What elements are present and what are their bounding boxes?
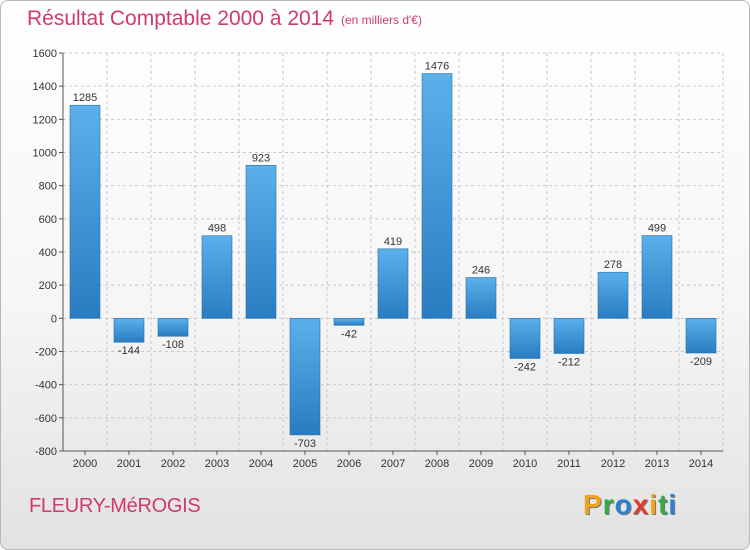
y-tick-label: 0	[51, 313, 57, 325]
commune-name: FLEURY-MéROGIS	[29, 495, 201, 517]
x-tick-label: 2008	[425, 458, 449, 470]
x-tick-label: 2004	[249, 458, 273, 470]
chart-unit-label: (en milliers d'€)	[341, 13, 422, 27]
x-tick-label: 2002	[161, 458, 185, 470]
x-tick-label: 2006	[337, 458, 361, 470]
logo-letter: o	[614, 489, 633, 520]
logo-letter: t	[658, 489, 669, 520]
x-tick-label: 2014	[689, 458, 713, 470]
y-tick-label: 600	[39, 214, 57, 226]
data-label-2002: -108	[162, 339, 184, 351]
data-label-2013: 499	[648, 223, 666, 235]
y-tick-label: 400	[39, 247, 57, 259]
bar-2006	[333, 318, 365, 326]
bar-2001	[113, 318, 145, 343]
data-label-2004: 923	[252, 152, 270, 164]
data-label-2011: -212	[558, 356, 580, 368]
data-label-2003: 498	[208, 223, 226, 235]
data-label-2001: -144	[118, 345, 140, 357]
y-tick-label: -200	[35, 347, 57, 359]
data-label-2012: 278	[604, 259, 622, 271]
data-label-2000: 1285	[73, 92, 97, 104]
y-tick-label: -400	[35, 380, 57, 392]
proxiti-logo: Proxiti	[583, 489, 677, 521]
data-label-2009: 246	[472, 265, 490, 277]
bar-2005	[289, 318, 321, 436]
bar-2002	[157, 318, 189, 337]
bar-2009	[465, 277, 497, 319]
bar-2008	[421, 73, 453, 319]
bar-2003	[201, 235, 233, 319]
data-label-2006: -42	[341, 328, 357, 340]
y-tick-label: -800	[35, 446, 57, 458]
y-tick-label: 1400	[33, 81, 57, 93]
logo-letter: x	[632, 489, 650, 520]
data-label-2008: 1476	[425, 61, 449, 73]
logo-letter: r	[602, 489, 615, 520]
y-tick-label: -600	[35, 413, 57, 425]
logo-letter: i	[649, 489, 659, 520]
bar-2004	[245, 164, 277, 319]
bar-2013	[641, 235, 673, 319]
bar-2014	[685, 318, 717, 354]
x-tick-label: 2007	[381, 458, 405, 470]
x-tick-label: 2001	[117, 458, 141, 470]
chart-title: Résultat Comptable 2000 à 2014	[27, 7, 335, 30]
y-tick-label: 200	[39, 280, 57, 292]
x-tick-label: 2012	[601, 458, 625, 470]
x-tick-label: 2005	[293, 458, 317, 470]
x-tick-label: 2010	[513, 458, 537, 470]
x-tick-label: 2000	[73, 458, 97, 470]
logo-letter: i	[668, 489, 678, 520]
x-tick-label: 2003	[205, 458, 229, 470]
x-tick-label: 2011	[557, 458, 581, 470]
y-tick-label: 1000	[33, 148, 57, 160]
bar-2000	[69, 104, 101, 319]
y-tick-label: 800	[39, 181, 57, 193]
data-label-2014: -209	[690, 356, 712, 368]
bar-2007	[377, 248, 409, 319]
data-label-2005: -703	[294, 438, 316, 450]
bar-2010	[509, 318, 541, 359]
x-tick-label: 2009	[469, 458, 493, 470]
bar-2012	[597, 271, 629, 319]
logo-letter: P	[583, 489, 603, 520]
data-label-2010: -242	[514, 361, 536, 373]
bar-2011	[553, 318, 585, 354]
x-tick-label: 2013	[645, 458, 669, 470]
y-tick-label: 1600	[33, 48, 57, 60]
y-tick-label: 1200	[33, 114, 57, 126]
data-label-2007: 419	[384, 236, 402, 248]
